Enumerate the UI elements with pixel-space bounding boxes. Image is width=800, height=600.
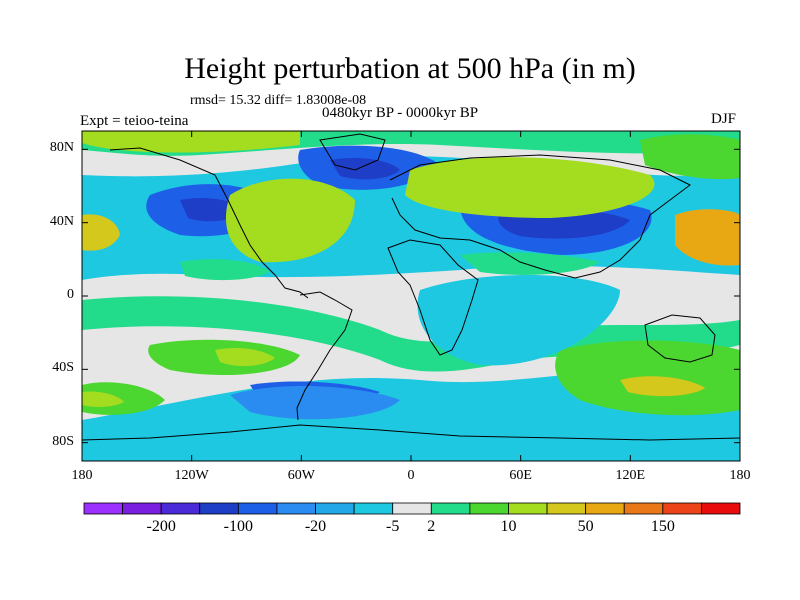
- colorbar-box: [623, 502, 664, 515]
- coast-south-america: [296, 291, 353, 421]
- lon-tick-label: 0: [407, 468, 415, 483]
- antarctic-midblue: [230, 385, 400, 420]
- south-pacific-yellow: [215, 347, 275, 367]
- colorbar-box: [508, 502, 548, 515]
- lon-tick-label: 60W: [287, 468, 315, 483]
- colorbar: [83, 502, 741, 515]
- colorbar-label: 50: [577, 518, 594, 535]
- experiment-label: Expt = teioo-teina: [80, 113, 189, 129]
- colorbar-box: [276, 502, 316, 515]
- coast-africa: [387, 239, 479, 356]
- lat-tick-label: 40N: [49, 213, 74, 229]
- colorbar-label: -200: [146, 518, 176, 535]
- stats-text: rmsd= 15.32 diff= 1.83008e-08: [190, 93, 367, 108]
- east-pacific-green: [640, 134, 740, 180]
- colorbar-box: [392, 502, 432, 515]
- coast-australia: [644, 314, 716, 363]
- colorbar-box: [83, 502, 123, 515]
- lon-tick-label: 120W: [174, 468, 209, 483]
- colorbar-box: [122, 502, 162, 515]
- pacific-east-high: [675, 209, 740, 266]
- indian-teal: [460, 252, 600, 275]
- coast-eurasia: [389, 154, 691, 279]
- colorbar-label: 10: [500, 518, 517, 535]
- colorbar-box: [199, 502, 239, 515]
- colorbar-label: -100: [223, 518, 253, 535]
- colorbar-box: [546, 502, 587, 515]
- south-atlantic-yellow: [82, 391, 124, 407]
- period-label: 0480kyr BP - 0000kyr BP: [322, 105, 479, 121]
- pacific-west-high: [82, 214, 120, 251]
- lat-tick-label: 80N: [49, 140, 74, 156]
- axis-ticks: [81, 131, 741, 461]
- plot-title: Height perturbation at 500 hPa (in m): [184, 52, 636, 85]
- colorbar-box: [430, 502, 471, 515]
- coast-antarctica: [82, 424, 740, 441]
- colorbar-label: 2: [427, 518, 436, 535]
- colorbar-label: 150: [650, 518, 675, 535]
- europe-high-edge: [405, 157, 655, 218]
- colorbar-box: [585, 502, 625, 515]
- lat-tick-label: 80S: [52, 433, 74, 449]
- lat-tick-label: 0: [67, 287, 74, 302]
- colorbar-box: [315, 502, 355, 515]
- lon-tick-label: 60E: [509, 468, 532, 483]
- colorbar-box: [469, 502, 509, 515]
- colorbar-box: [160, 502, 201, 515]
- lon-tick-label: 180: [71, 468, 93, 483]
- arctic-darkblue: [330, 158, 400, 180]
- coast-north-america: [109, 147, 309, 299]
- tropical-teal: [180, 259, 270, 281]
- lon-tick-label: 120E: [615, 468, 646, 483]
- height-field: [82, 131, 740, 461]
- colorbar-box: [662, 502, 702, 515]
- colorbar-box: [353, 502, 394, 515]
- colorbar-label: -5: [386, 518, 400, 535]
- arctic-yellow-west: [82, 131, 300, 153]
- coast-greenland: [319, 133, 386, 171]
- lat-tick-label: 40S: [52, 360, 74, 376]
- north-america-high-edge: [225, 178, 355, 263]
- colorbar-box: [237, 502, 278, 515]
- season-label: DJF: [711, 111, 737, 127]
- colorbar-label: -20: [304, 518, 327, 535]
- coastlines: [82, 133, 740, 441]
- colorbar-box: [701, 502, 741, 515]
- lon-tick-label: 180: [729, 468, 751, 483]
- south-tropical-cyan-edge: [417, 275, 620, 366]
- south-indian-olive: [620, 376, 705, 397]
